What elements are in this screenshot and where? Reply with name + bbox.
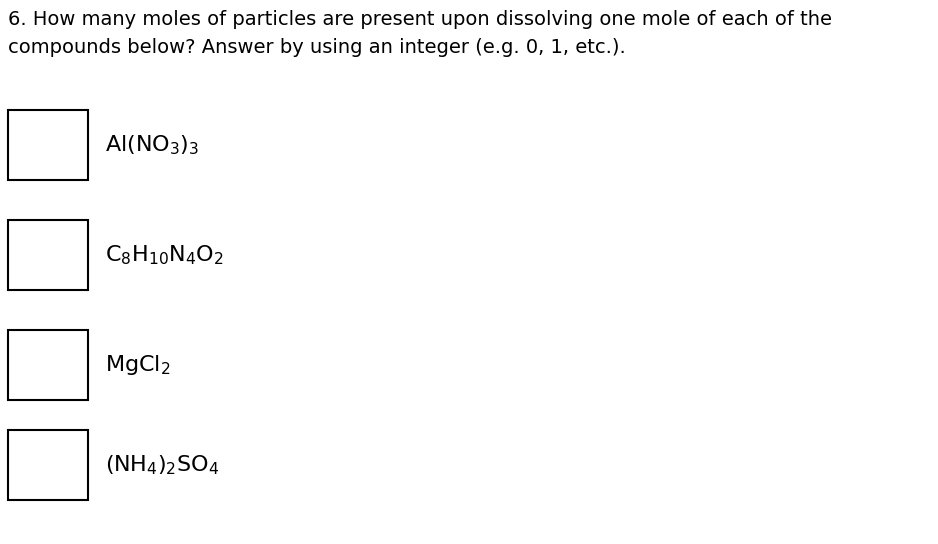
Text: 6. How many moles of particles are present upon dissolving one mole of each of t: 6. How many moles of particles are prese… [8, 10, 832, 29]
Text: compounds below? Answer by using an integer (e.g. 0, 1, etc.).: compounds below? Answer by using an inte… [8, 38, 626, 57]
Bar [8, 430, 88, 500]
Bar [8, 330, 88, 400]
Text: MgCl$_2$: MgCl$_2$ [105, 353, 171, 377]
Text: C$_8$H$_{10}$N$_4$O$_2$: C$_8$H$_{10}$N$_4$O$_2$ [105, 243, 224, 267]
Text: (NH$_4$)$_2$SO$_4$: (NH$_4$)$_2$SO$_4$ [105, 453, 219, 477]
Text: Al(NO$_3$)$_3$: Al(NO$_3$)$_3$ [105, 133, 200, 157]
Bar [8, 110, 88, 180]
Bar [8, 220, 88, 290]
